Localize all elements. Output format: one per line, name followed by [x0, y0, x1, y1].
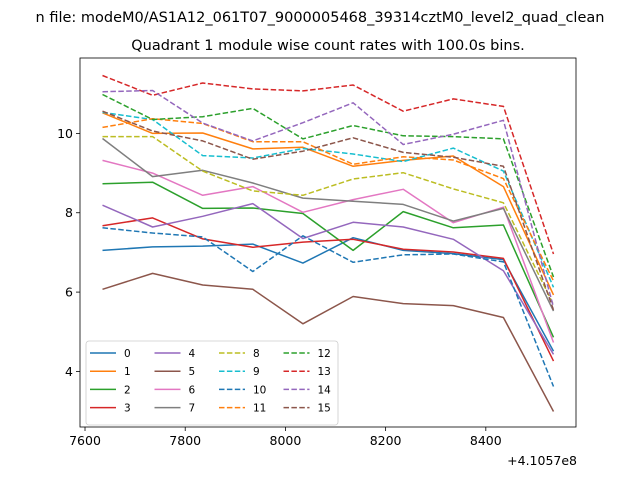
legend-label: 3: [124, 403, 131, 415]
x-tick-label: 7800: [169, 433, 201, 448]
legend-item-6: 6: [154, 384, 196, 396]
legend-item-11: 11: [219, 403, 266, 415]
legend-item-5: 5: [154, 366, 196, 378]
legend-label: 5: [189, 366, 196, 378]
legend-label: 13: [318, 366, 331, 378]
legend-item-3: 3: [90, 403, 131, 415]
legend-box: [85, 340, 339, 426]
legend-item-7: 7: [154, 403, 196, 415]
series-2-line: [102, 181, 555, 338]
x-tick-label: 8200: [370, 433, 402, 448]
legend-label: 14: [318, 384, 332, 396]
series-15-line: [102, 110, 555, 311]
legend-item-10: 10: [219, 384, 266, 396]
series-10-line: [102, 227, 555, 387]
figure-suptitle: n file: modeM0/AS1A12_061T07_9000005468_…: [36, 10, 605, 26]
legend-label: 2: [124, 384, 131, 396]
legend-item-4: 4: [154, 348, 196, 360]
series-11-line: [102, 117, 555, 282]
legend-item-1: 1: [90, 366, 131, 378]
legend-label: 12: [318, 348, 331, 360]
series-1-line: [102, 112, 555, 296]
series-4-line: [102, 202, 555, 355]
legend-item-15: 15: [283, 403, 331, 415]
y-tick-label: 10: [57, 126, 73, 141]
legend-label: 0: [124, 348, 131, 360]
legend-label: 11: [253, 403, 266, 415]
legend-item-12: 12: [283, 348, 331, 360]
legend-label: 9: [253, 366, 260, 378]
series-7-line: [102, 137, 555, 312]
series-0-line: [102, 236, 555, 352]
axes-frame: [79, 57, 577, 428]
series-5-line: [102, 272, 555, 412]
x-axis-offset-label: +4.1057e8: [507, 453, 577, 468]
legend-label: 15: [318, 403, 331, 415]
y-tick-label: 8: [65, 205, 73, 220]
series-8-line: [102, 135, 555, 306]
legend-item-14: 14: [283, 384, 332, 396]
legend-item-9: 9: [219, 366, 260, 378]
legend-item-8: 8: [219, 348, 260, 360]
legend-item-2: 2: [90, 384, 131, 396]
legend-label: 4: [189, 348, 196, 360]
y-tick-label: 6: [65, 285, 73, 300]
legend-item-13: 13: [283, 366, 331, 378]
legend-label: 7: [189, 403, 196, 415]
legend-label: 10: [253, 384, 266, 396]
x-tick-label: 7600: [69, 433, 101, 448]
series-12-line: [102, 93, 555, 278]
series-13-line: [102, 74, 555, 255]
legend-item-0: 0: [90, 348, 131, 360]
legend-label: 1: [124, 366, 131, 378]
plot-area: [102, 74, 555, 412]
legend-label: 8: [253, 348, 260, 360]
series-9-line: [102, 111, 555, 288]
y-tick-label: 4: [65, 364, 73, 379]
x-tick-label: 8400: [470, 433, 502, 448]
x-tick-label: 8000: [270, 433, 302, 448]
series-14-line: [102, 89, 555, 308]
chart-title: Quadrant 1 module wise count rates with …: [131, 38, 525, 54]
legend-label: 6: [189, 384, 196, 396]
